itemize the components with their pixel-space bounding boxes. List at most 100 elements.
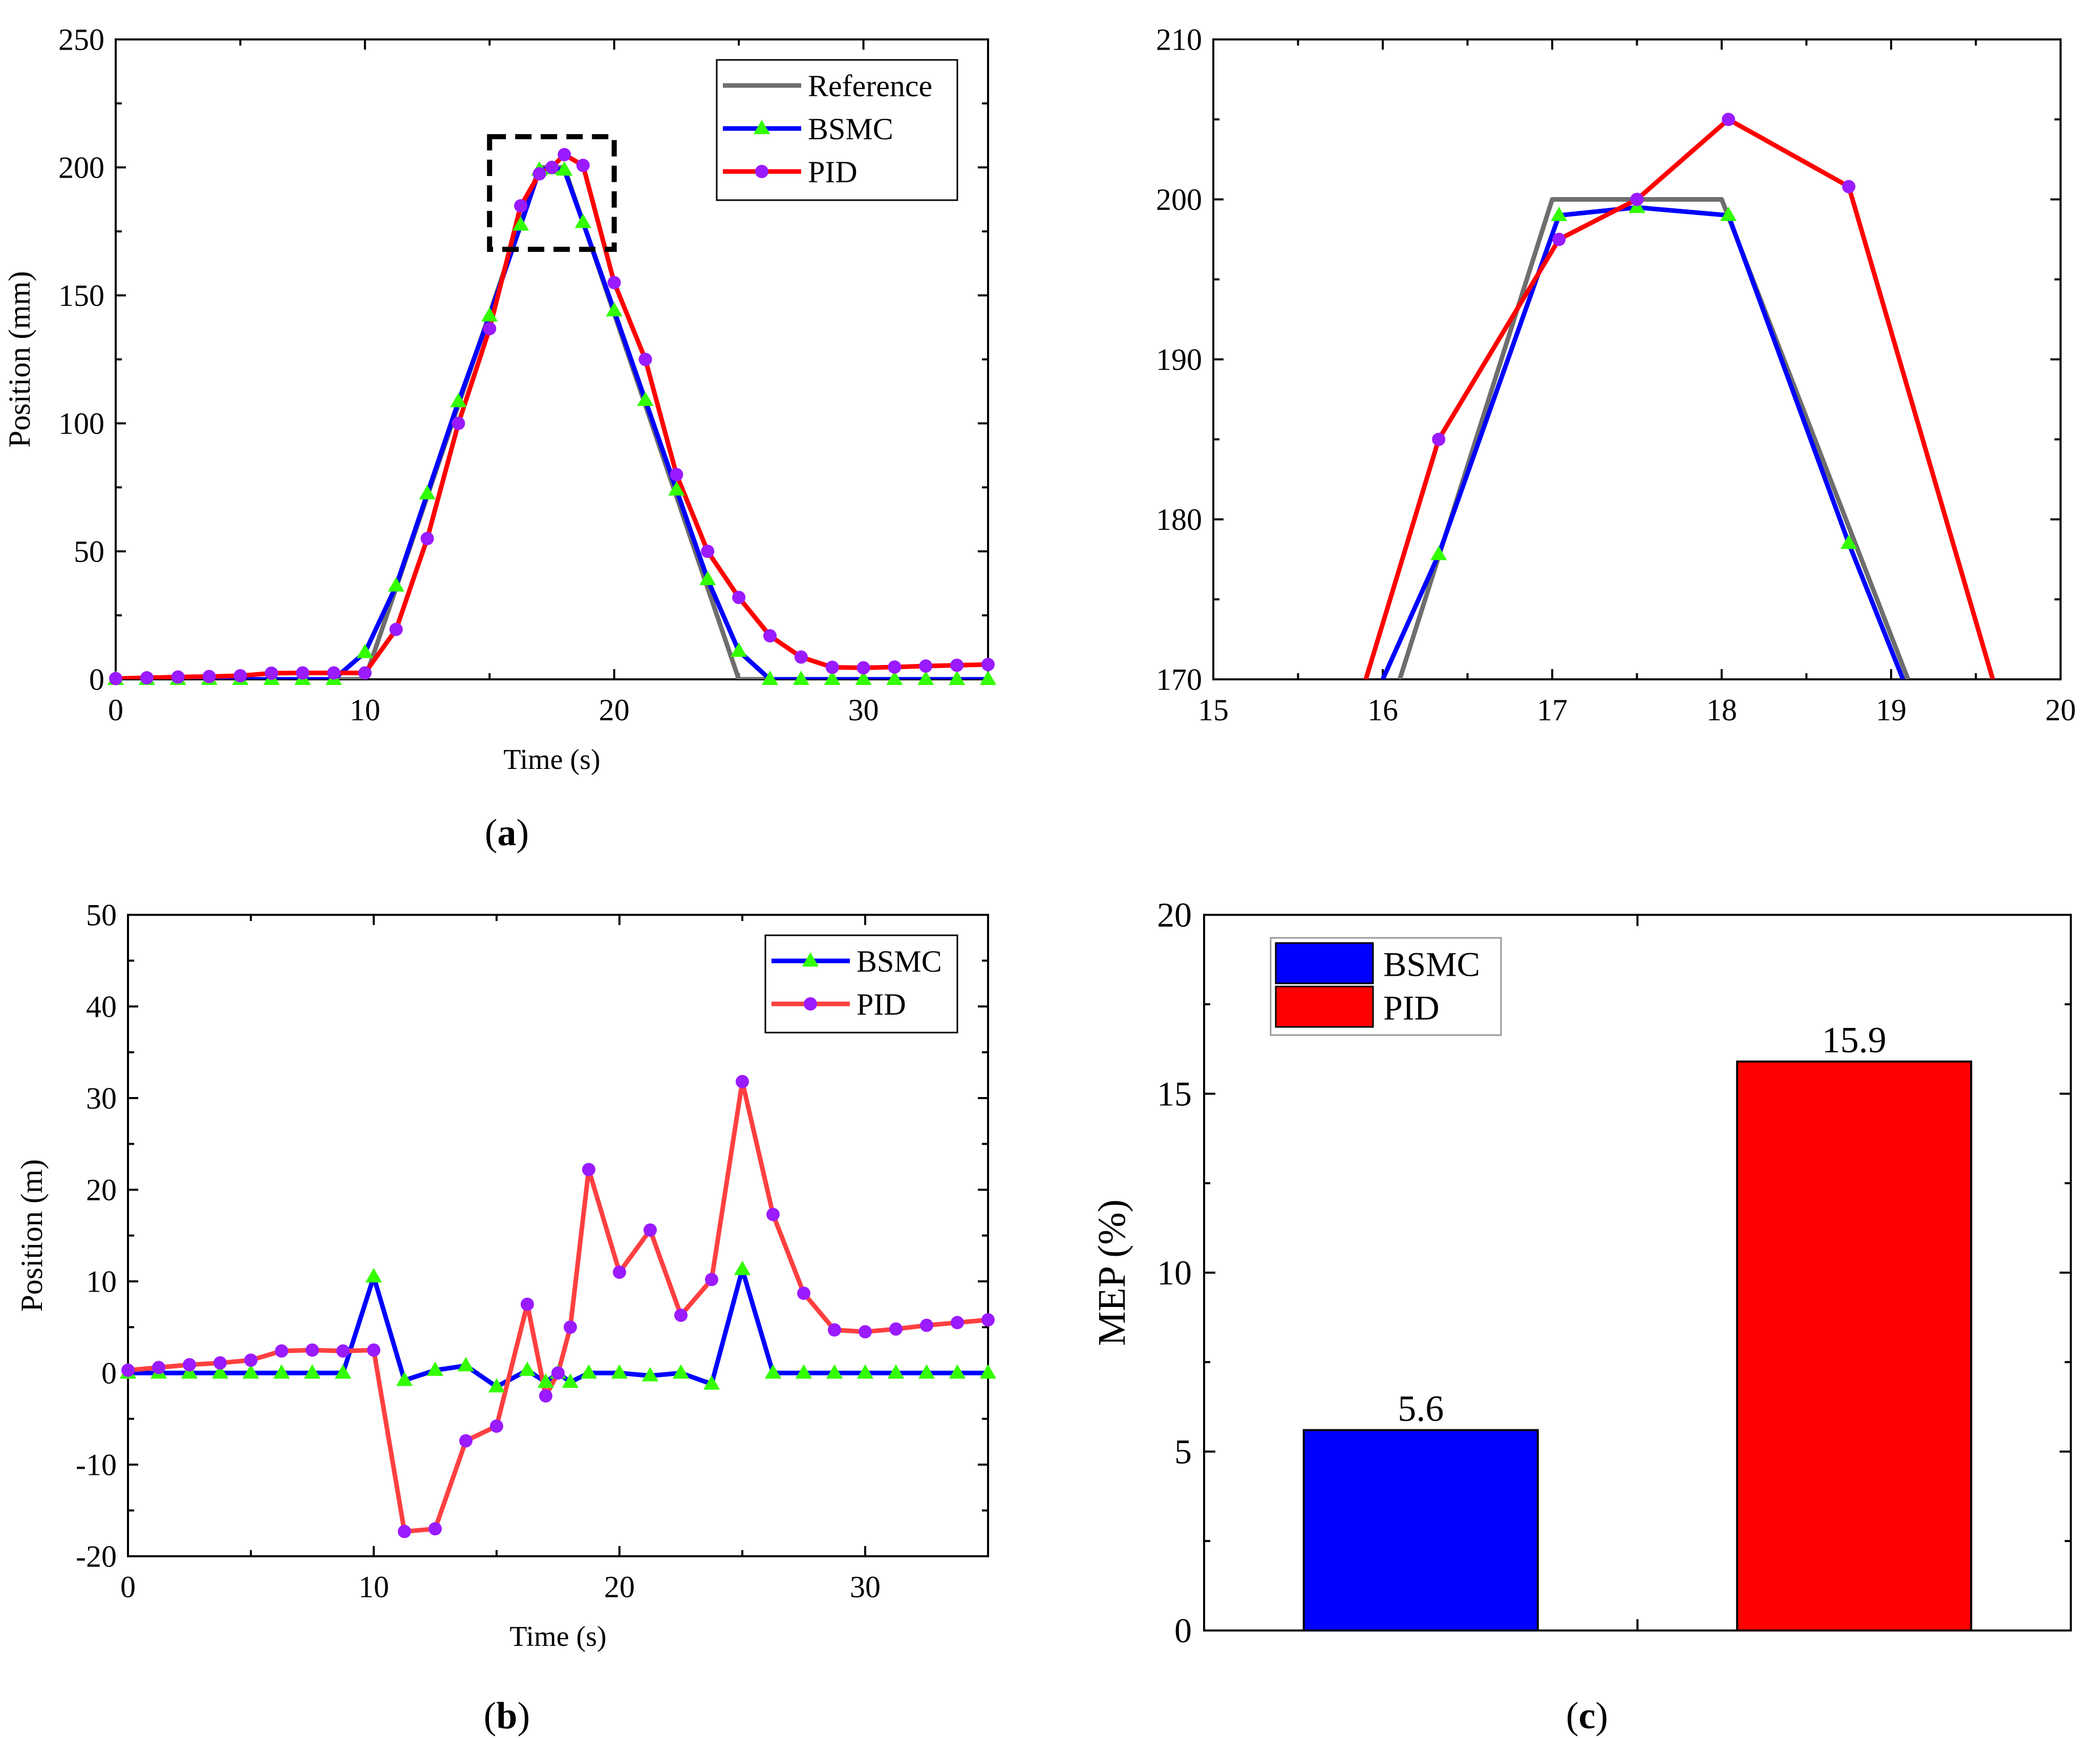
y-tick-label: 0	[101, 1356, 117, 1390]
plot-frame	[1212, 38, 2062, 680]
data-point-bsmc	[824, 671, 841, 685]
data-point-pid	[797, 1286, 810, 1300]
data-point-pid	[233, 669, 247, 682]
data-point-pid	[306, 1343, 319, 1357]
legend-frame	[764, 934, 958, 1034]
data-point-bsmc	[668, 481, 685, 496]
data-point-pid	[856, 661, 870, 675]
data-point-bsmc	[365, 1268, 382, 1283]
data-point-pid	[766, 1208, 780, 1221]
series-reference	[116, 165, 988, 679]
series-line-reference	[1397, 197, 1911, 679]
data-point-bsmc	[556, 161, 573, 176]
y-tick-label: 190	[1156, 342, 1202, 376]
data-point-pid	[920, 1318, 933, 1332]
data-point-pid	[889, 1322, 903, 1336]
data-point-pid	[121, 1363, 135, 1377]
series-bsmc	[116, 166, 988, 679]
y-tick-label: 0	[1174, 1611, 1192, 1650]
data-point-bsmc	[419, 485, 436, 500]
data-point-pid	[794, 650, 808, 664]
x-tick-label: 20	[599, 693, 630, 727]
data-point-pid	[367, 1343, 380, 1357]
data-point-pid	[732, 591, 746, 604]
data-point-pid	[859, 1325, 872, 1339]
x-tick-label: 20	[604, 1570, 635, 1604]
y-tick-label: 250	[58, 23, 104, 56]
y-tick-label: 50	[74, 534, 104, 568]
y-tick-label: 30	[86, 1081, 117, 1115]
y-tick-label: 210	[1156, 23, 1202, 56]
series-pid	[128, 1079, 988, 1534]
x-tick-label: 19	[1876, 693, 1906, 727]
data-point-pid	[327, 666, 340, 680]
data-point-pid	[644, 1223, 657, 1237]
data-point-pid	[183, 1358, 196, 1371]
bar-bsmc	[1302, 1429, 1539, 1632]
data-point-pid	[736, 1075, 749, 1088]
data-point-bsmc	[356, 643, 374, 658]
y-tick-label: 180	[1156, 503, 1202, 537]
data-point-pid	[613, 1265, 626, 1279]
legend-marker	[802, 952, 819, 967]
legend: BSMC PID	[764, 934, 958, 1034]
series-line-reference	[116, 165, 988, 679]
y-tick-label: 0	[89, 662, 104, 696]
legend: Reference BSMC PID	[716, 59, 958, 201]
data-point-bsmc	[519, 1361, 536, 1376]
data-point-bsmc	[1551, 206, 1568, 221]
data-point-pid	[981, 1313, 995, 1327]
data-point-bsmc	[795, 1364, 812, 1379]
data-point-pid	[539, 1389, 552, 1403]
data-point-pid	[919, 659, 933, 673]
data-point-pid	[420, 532, 434, 545]
data-point-bsmc	[886, 671, 903, 685]
data-point-bsmc	[481, 307, 498, 322]
zoom-box	[487, 134, 617, 252]
data-point-pid	[358, 666, 372, 680]
data-point-pid	[213, 1356, 227, 1370]
data-point-pid	[558, 148, 571, 161]
bar-pid	[1736, 1060, 1973, 1632]
data-point-pid	[582, 1163, 595, 1176]
x-tick-label: 10	[350, 693, 380, 727]
data-point-pid	[521, 1297, 534, 1311]
x-axis-label: Time (s)	[509, 1621, 606, 1653]
data-point-pid	[763, 629, 777, 642]
data-point-bsmc	[855, 671, 872, 685]
x-axis-label: Time (s)	[503, 744, 600, 776]
chart-c: 0 5 10 15 20 5.6 15.9 MEP (%) BSMC PID	[1090, 895, 2072, 1650]
data-point-pid	[1552, 232, 1566, 246]
y-tick-label: -10	[76, 1448, 117, 1482]
markers-pid	[121, 1075, 995, 1538]
data-point-bsmc	[242, 1364, 260, 1379]
data-point-pid	[532, 167, 546, 181]
data-point-bsmc	[764, 1364, 782, 1379]
data-point-pid	[1630, 192, 1644, 206]
data-point-pid	[607, 276, 621, 289]
data-point-bsmc	[730, 642, 747, 657]
data-point-pid	[670, 468, 683, 481]
data-point-bsmc	[699, 571, 716, 586]
x-tick-label: 10	[358, 1570, 389, 1604]
data-point-bsmc	[761, 671, 779, 685]
x-tick-label: 30	[848, 693, 879, 727]
data-point-pid	[1722, 113, 1735, 126]
data-point-pid	[551, 1366, 565, 1380]
data-point-bsmc	[703, 1375, 720, 1390]
chart-b: 0 10 20 30 -20 -10 0 10 20 30 40 50 Time (s) Position…	[15, 898, 997, 1653]
x-tick-label: 15	[1198, 693, 1229, 727]
x-tick-label: 20	[2045, 693, 2076, 727]
data-point-pid	[265, 667, 278, 680]
data-point-pid	[674, 1308, 688, 1322]
data-point-pid	[171, 670, 185, 684]
data-point-bsmc	[457, 1357, 475, 1371]
series-reference	[1397, 197, 1911, 679]
data-point-bsmc	[606, 302, 623, 317]
data-point-pid	[825, 660, 839, 674]
series-pid	[1363, 117, 1995, 679]
data-point-bsmc	[181, 1364, 198, 1379]
data-point-pid	[109, 672, 122, 685]
markers-bsmc	[1430, 199, 1857, 561]
x-tick-label: 0	[120, 1570, 136, 1604]
